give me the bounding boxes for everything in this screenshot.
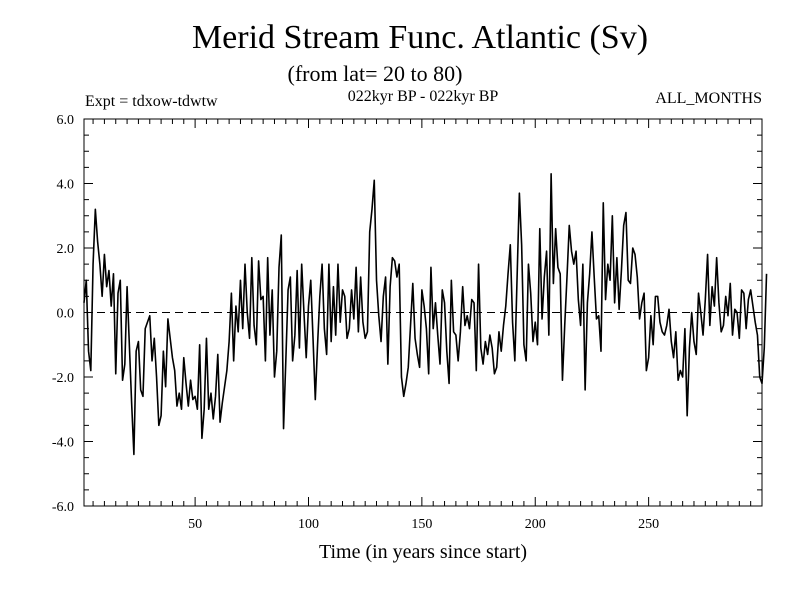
x-tick-label: 150 [411, 517, 432, 532]
series-line [83, 173, 768, 456]
series-group [83, 173, 768, 456]
x-axis-label: Time (in years since start) [319, 541, 527, 563]
chart-subtitle: (from lat= 20 to 80) [288, 61, 463, 86]
x-tick-label: 200 [525, 517, 546, 532]
experiment-label: Expt = tdxow-tdwtw [85, 93, 218, 110]
chart-title: Merid Stream Func. Atlantic (Sv) [192, 19, 648, 56]
y-tick-label: 4.0 [57, 178, 75, 193]
x-axis-ticks [92, 119, 752, 506]
y-tick-label: -6.0 [52, 500, 74, 515]
y-tick-label: 2.0 [57, 242, 75, 257]
y-tick-label: 6.0 [57, 113, 75, 128]
y-tick-label: -2.0 [52, 371, 74, 386]
x-tick-label: 250 [638, 517, 659, 532]
period-label: 022kyr BP - 022kyr BP [348, 88, 499, 105]
x-axis-tick-labels: 50 100 150 200 250 [188, 517, 659, 532]
months-label: ALL_MONTHS [655, 90, 762, 107]
x-tick-label: 50 [188, 517, 202, 532]
y-tick-label: -4.0 [52, 436, 74, 451]
x-tick-label: 100 [298, 517, 319, 532]
y-tick-label: 0.0 [57, 307, 75, 322]
plot-frame [83, 118, 763, 507]
y-axis-tick-labels: -6.0 -4.0 -2.0 0.0 2.0 4.0 6.0 [52, 113, 74, 515]
